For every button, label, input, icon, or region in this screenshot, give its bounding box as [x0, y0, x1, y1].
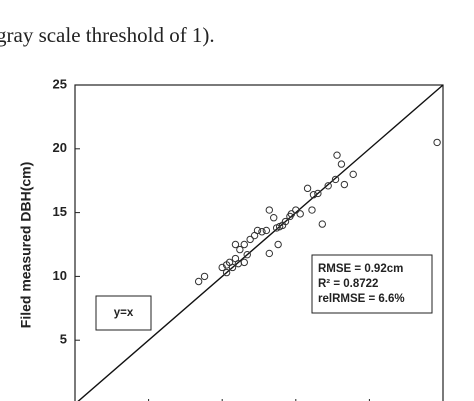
- point: [265, 206, 274, 214]
- point: [318, 220, 326, 228]
- plot-frame: [74, 84, 444, 401]
- line-label-box: [95, 295, 152, 331]
- point: [309, 191, 318, 199]
- point: [236, 245, 244, 254]
- point: [333, 151, 341, 159]
- annotation: relRMSE = 6.6%: [318, 293, 405, 305]
- point: [200, 272, 209, 281]
- y-tick-label: 5: [60, 332, 67, 347]
- y-tick-label: 10: [53, 268, 67, 283]
- point: [296, 210, 304, 218]
- y-tick-label: 15: [53, 204, 67, 219]
- point: [292, 206, 300, 214]
- point: [240, 240, 248, 249]
- point: [265, 249, 274, 258]
- annotation: R² = 0.8722: [318, 278, 378, 290]
- point: [222, 268, 231, 277]
- annotation: RMSE = 0.92cm: [318, 263, 403, 275]
- point: [194, 277, 203, 286]
- point: [231, 240, 240, 249]
- point: [262, 226, 271, 235]
- point: [433, 138, 441, 147]
- point: [218, 263, 226, 272]
- y-tick-label: 25: [53, 76, 67, 91]
- y-tick-label: 20: [53, 140, 67, 155]
- point: [253, 226, 262, 235]
- point: [303, 184, 312, 193]
- point: [308, 206, 316, 214]
- point: [337, 160, 346, 168]
- point: [287, 210, 296, 218]
- point: [243, 251, 251, 259]
- point: [324, 182, 332, 190]
- y-axis-label: Filed measured DBH(cm): [18, 162, 34, 328]
- caption: gray scale threshold of 1).: [0, 23, 215, 47]
- point: [349, 170, 357, 179]
- point: [240, 258, 248, 267]
- point: [331, 175, 340, 184]
- stats-box: [311, 254, 433, 314]
- point: [228, 263, 237, 272]
- point: [274, 240, 282, 249]
- point: [340, 180, 349, 189]
- point: [246, 235, 254, 244]
- point: [281, 217, 290, 226]
- point: [314, 189, 322, 198]
- point: [258, 228, 266, 236]
- point: [270, 214, 278, 222]
- identity-line: [77, 84, 444, 401]
- line-label: y=x: [114, 307, 134, 319]
